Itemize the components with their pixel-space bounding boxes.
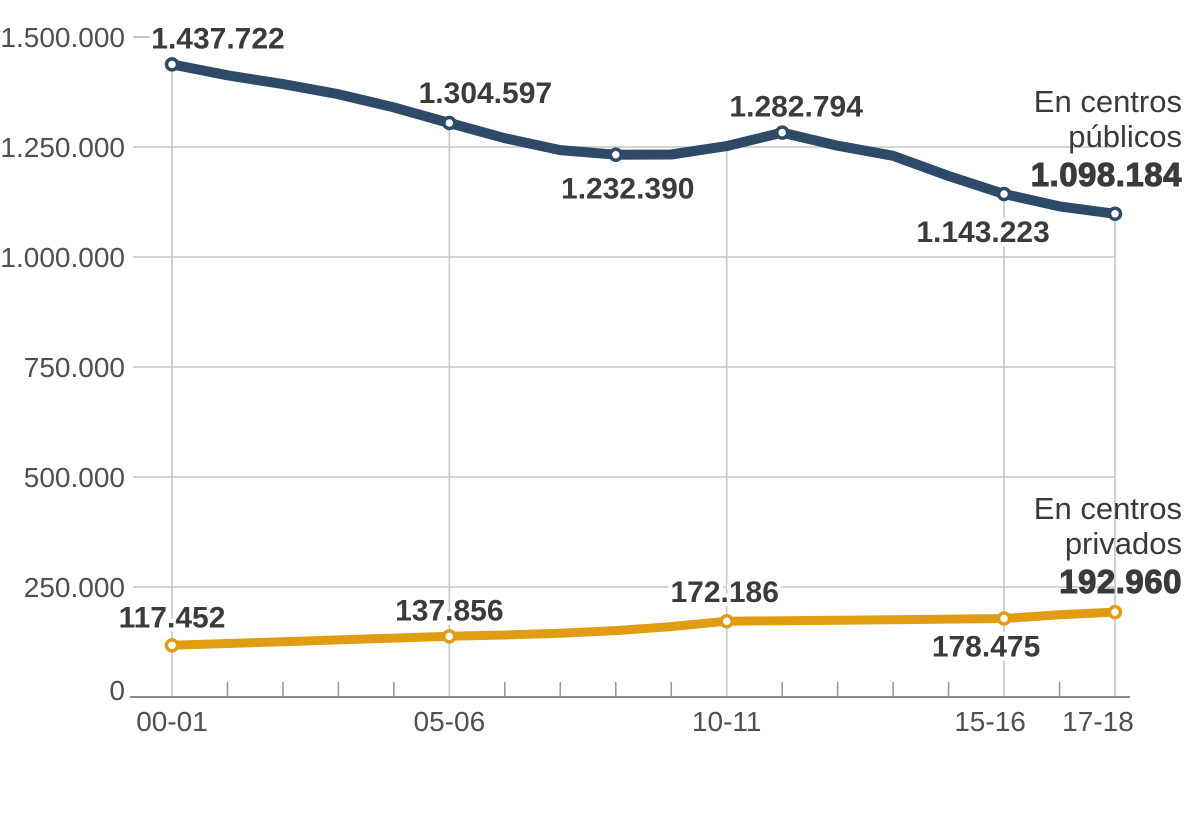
data-point-privados-00-01 xyxy=(164,638,180,653)
data-point-privados-05-06 xyxy=(442,629,457,644)
x-axis-label-17-18: 17-18 xyxy=(1062,706,1134,737)
point-label-publicos-11-12: 1.282.794 xyxy=(729,91,863,124)
series-final-value-publicos: 1.098.184 xyxy=(1030,156,1182,193)
point-label-publicos-15-16: 1.143.223 xyxy=(916,216,1049,249)
series-legend-privados-line1: En centros xyxy=(1033,491,1182,526)
y-axis-label-500.000: 500.000 xyxy=(24,462,125,493)
data-point-publicos-00-01 xyxy=(164,57,180,72)
point-label-privados-15-16: 178.475 xyxy=(932,630,1040,663)
x-axis-label-15-16: 15-16 xyxy=(954,706,1026,737)
series-legend-publicos-line2: públicos xyxy=(1068,119,1182,154)
x-axis-label-00-01: 00-01 xyxy=(136,706,208,737)
data-point-publicos-17-18 xyxy=(1107,206,1123,222)
data-point-privados-17-18 xyxy=(1107,604,1123,620)
data-point-privados-10-11 xyxy=(719,613,734,629)
point-label-privados-10-11: 172.186 xyxy=(670,576,778,609)
data-point-publicos-15-16 xyxy=(996,186,1012,202)
point-label-publicos-08-09: 1.232.390 xyxy=(561,173,694,206)
point-label-publicos-05-06: 1.304.597 xyxy=(419,77,552,110)
series-legend-publicos: En centros públicos 1.098.184 xyxy=(1030,84,1182,193)
y-axis-label-0: 0 xyxy=(109,675,125,706)
point-label-privados-00-01: 117.452 xyxy=(119,601,226,634)
series-legend-privados: En centros privados 192.960 xyxy=(1033,491,1182,600)
point-label-privados-05-06: 137.856 xyxy=(395,594,503,627)
data-point-publicos-05-06 xyxy=(442,115,457,131)
y-axis-label-250.000: 250.000 xyxy=(24,572,125,603)
point-label-publicos-00-01: 1.437.722 xyxy=(151,22,284,55)
y-axis-label-1.250.000: 1.250.000 xyxy=(0,132,125,163)
x-axis-label-05-06: 05-06 xyxy=(414,706,486,737)
y-axis-label-1.500.000: 1.500.000 xyxy=(0,22,125,53)
series-line-privados xyxy=(167,607,1120,650)
y-axis-label-750.000: 750.000 xyxy=(24,352,125,383)
data-point-publicos-08-09 xyxy=(608,147,624,162)
series-legend-publicos-line1: En centros xyxy=(1033,84,1182,119)
data-point-privados-15-16 xyxy=(996,611,1012,626)
series-line-publicos xyxy=(167,59,1120,219)
x-axis-label-10-11: 10-11 xyxy=(692,706,762,737)
series-final-value-privados: 192.960 xyxy=(1059,563,1182,600)
series-legend-privados-line2: privados xyxy=(1064,526,1182,561)
data-point-publicos-11-12 xyxy=(774,125,790,140)
y-axis-label-1.000.000: 1.000.000 xyxy=(0,242,125,273)
